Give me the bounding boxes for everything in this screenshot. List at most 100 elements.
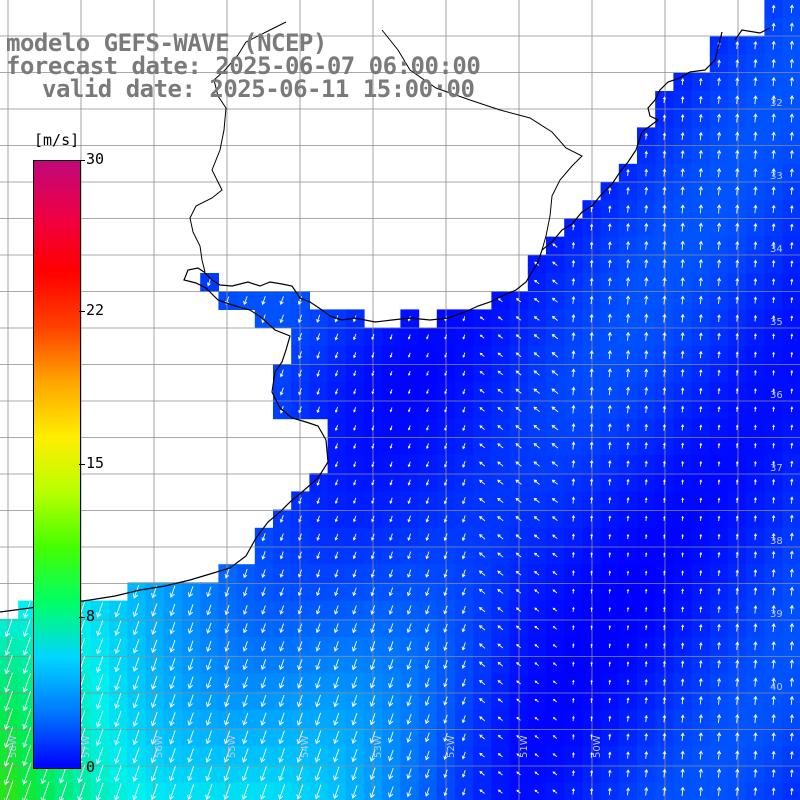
wind-arrow	[608, 533, 612, 540]
wind-arrow	[314, 730, 322, 745]
wind-arrow	[425, 461, 430, 468]
wind-arrow	[316, 497, 320, 505]
wind-arrow	[407, 497, 411, 505]
wind-arrow	[771, 168, 776, 177]
wind-arrow	[114, 620, 122, 636]
wind-arrow	[151, 675, 158, 690]
wind-arrow	[681, 497, 684, 503]
wind-arrow	[388, 605, 394, 615]
wind-arrow	[224, 586, 230, 597]
wind-arrow	[771, 732, 776, 742]
wind-arrow	[334, 351, 339, 359]
wind-arrow	[717, 259, 722, 268]
wind-arrow	[298, 515, 302, 523]
wind-arrow	[662, 423, 667, 431]
wind-arrow	[369, 731, 376, 744]
wind-arrow	[443, 769, 448, 779]
wind-arrow	[205, 766, 213, 782]
wind-arrow	[297, 623, 303, 634]
wind-arrow	[571, 277, 576, 286]
wind-arrow	[205, 712, 212, 726]
wind-arrow	[351, 694, 358, 708]
wind-arrow	[626, 241, 631, 250]
wind-arrow	[351, 748, 358, 763]
wind-arrow	[698, 186, 704, 196]
wind-arrow	[443, 660, 448, 670]
wind-arrow	[717, 424, 721, 431]
wind-arrow	[497, 316, 503, 321]
wind-arrow	[4, 708, 14, 731]
wind-arrow	[497, 461, 504, 467]
wind-arrow	[260, 712, 267, 726]
wind-arrow	[461, 678, 466, 688]
wind-arrow	[589, 313, 594, 323]
wind-arrow	[754, 369, 757, 376]
wind-arrow	[717, 332, 721, 340]
wind-arrow	[590, 661, 593, 667]
wind-arrow	[296, 748, 304, 763]
wind-arrow	[462, 334, 466, 340]
wind-arrow	[95, 782, 104, 800]
wind-arrow	[534, 589, 540, 594]
wind-arrow	[698, 113, 703, 123]
wind-arrow	[607, 259, 612, 268]
wind-arrow	[681, 624, 685, 631]
wind-arrow	[717, 479, 721, 485]
wind-arrow	[716, 240, 722, 250]
wind-arrow	[753, 40, 758, 50]
wind-arrow	[607, 423, 612, 432]
wind-arrow	[407, 407, 411, 413]
wind-arrow	[753, 314, 758, 322]
wind-arrow	[114, 729, 122, 746]
wind-arrow	[187, 676, 194, 690]
wind-arrow	[662, 768, 667, 778]
wind-arrow	[279, 587, 284, 597]
wind-arrow	[533, 424, 540, 431]
wind-arrow	[206, 622, 212, 634]
wind-arrow	[717, 461, 721, 467]
wind-arrow	[515, 662, 521, 667]
wind-arrow	[334, 533, 339, 541]
wind-arrow	[132, 711, 140, 727]
longitude-label: 58W	[8, 735, 19, 758]
wind-arrow	[698, 714, 703, 723]
wind-arrow	[699, 460, 703, 467]
wind-arrow	[589, 386, 594, 396]
wind-arrow	[478, 570, 486, 576]
wind-arrow	[551, 461, 559, 467]
wind-arrow	[589, 241, 594, 250]
wind-arrow	[552, 516, 558, 521]
wind-arrow	[571, 533, 575, 540]
wind-arrow	[426, 352, 429, 358]
longitude-label: 51W	[519, 735, 530, 758]
wind-arrow	[426, 334, 429, 340]
wind-arrow	[790, 514, 794, 523]
wind-arrow	[717, 277, 722, 286]
wind-arrow	[590, 679, 593, 685]
wind-arrow	[298, 497, 302, 505]
wind-arrow	[205, 730, 212, 745]
wind-arrow	[206, 640, 212, 653]
wind-arrow	[371, 479, 375, 486]
wind-arrow	[461, 624, 466, 633]
wind-arrow	[699, 551, 703, 558]
wind-arrow	[515, 461, 522, 467]
latitude-label: 35	[770, 317, 783, 328]
wind-arrow	[426, 443, 429, 450]
wind-arrow	[371, 370, 375, 377]
wind-arrow	[242, 676, 249, 689]
wind-arrow	[552, 552, 558, 558]
wind-arrow	[261, 314, 266, 324]
wind-arrow	[333, 748, 340, 763]
wind-arrow	[753, 259, 758, 268]
wind-arrow	[4, 654, 13, 675]
wind-arrow	[753, 695, 758, 705]
wind-arrow	[4, 637, 13, 656]
wind-arrow	[753, 167, 758, 178]
wind-arrow	[462, 352, 466, 358]
wind-arrow	[735, 351, 739, 358]
wind-arrow	[735, 587, 739, 595]
wind-arrow	[551, 315, 558, 321]
wind-arrow	[462, 497, 466, 505]
wind-arrow	[424, 659, 430, 670]
